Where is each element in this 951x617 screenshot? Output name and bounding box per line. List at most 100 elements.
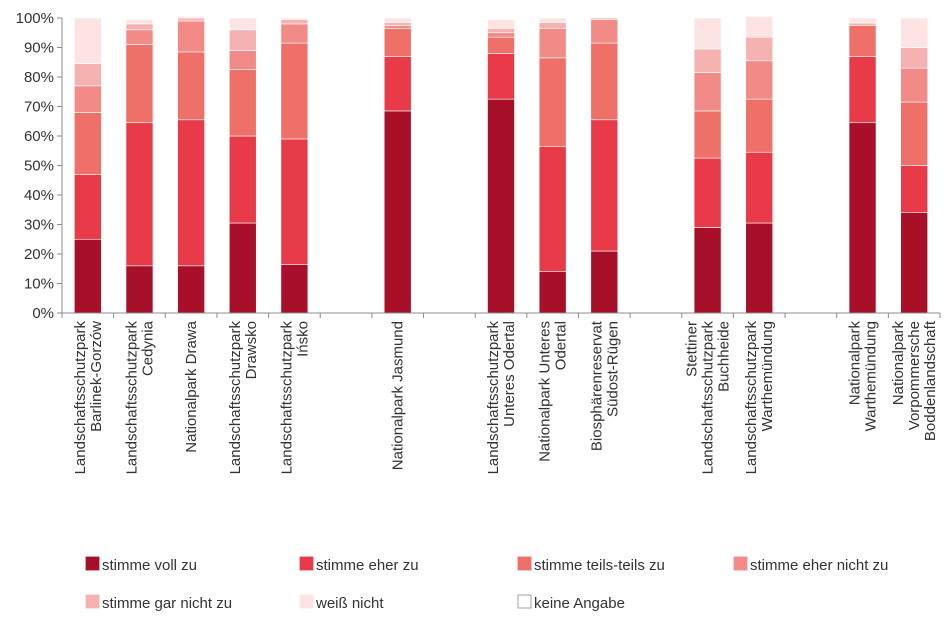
category-label: Vorpommersche bbox=[906, 321, 923, 430]
bar-segment bbox=[693, 72, 722, 112]
bar-segment bbox=[693, 110, 722, 159]
category-label: Boddenlandschaft bbox=[922, 320, 939, 441]
bar-segment bbox=[538, 57, 567, 147]
y-tick-label: 30% bbox=[24, 217, 54, 234]
category-label: Landschaftsschutzpark bbox=[72, 321, 89, 475]
bar-segment bbox=[693, 48, 722, 73]
bar-group bbox=[74, 17, 102, 314]
bar-segment bbox=[228, 135, 257, 224]
legend-label: stimme teils-teils zu bbox=[534, 557, 665, 574]
category-label: Landschaftsschutzpark bbox=[743, 321, 760, 475]
bar-segment bbox=[590, 250, 619, 314]
y-tick-label: 0% bbox=[32, 305, 54, 322]
bar-segment bbox=[900, 67, 928, 103]
bar-segment bbox=[848, 25, 877, 57]
category-label: Nationalpark Unteres bbox=[537, 321, 554, 462]
bar-segment bbox=[177, 265, 205, 314]
bar-segment bbox=[693, 157, 722, 228]
category-label: Warthemündung bbox=[759, 321, 776, 431]
legend-item: stimme gar nicht zu bbox=[85, 594, 232, 612]
legend-item: weiß nicht bbox=[299, 594, 384, 612]
category-label: Landschaftsschutzpark bbox=[123, 321, 140, 475]
bar-segment bbox=[487, 17, 515, 20]
category-label: Warthemündung bbox=[863, 321, 880, 431]
y-tick-label: 20% bbox=[24, 246, 54, 263]
y-tick-label: 90% bbox=[24, 40, 54, 57]
bar-segment bbox=[538, 271, 567, 314]
bar-segment bbox=[177, 17, 205, 22]
bar-segment bbox=[487, 32, 515, 38]
bar-segment bbox=[900, 101, 928, 166]
category-label: Barlinek-Gorzów bbox=[88, 321, 105, 432]
legend-label: stimme gar nicht zu bbox=[102, 595, 232, 612]
category-label: Ińsko bbox=[294, 321, 311, 357]
legend-label: keine Angabe bbox=[534, 595, 625, 612]
axes: 0% 10% 20% 30% 40% 50% 60% 70% 80% 90% 100% bbox=[16, 10, 941, 322]
bar-segment bbox=[280, 42, 309, 140]
bar-segment bbox=[177, 119, 205, 267]
category-label: Nationalpark bbox=[847, 321, 864, 406]
legend-item: stimme eher zu bbox=[299, 556, 419, 574]
bar-segment bbox=[745, 98, 774, 153]
bar-segment bbox=[538, 146, 567, 272]
bar-segment bbox=[590, 19, 619, 44]
bar-segment bbox=[280, 264, 309, 314]
bar-segment bbox=[125, 19, 154, 25]
category-label: Unteres Odertal bbox=[501, 321, 518, 427]
bar-segment bbox=[125, 44, 154, 124]
bar-group bbox=[177, 16, 205, 314]
bar-segment bbox=[745, 222, 774, 314]
bar-segment bbox=[74, 238, 102, 314]
category-label: Drawsko bbox=[243, 321, 260, 379]
bar-segment bbox=[125, 23, 154, 31]
category-label: Südost-Rügen bbox=[604, 321, 621, 417]
bar-segment bbox=[280, 138, 309, 265]
bar-segment bbox=[693, 17, 722, 50]
bar-segment bbox=[590, 42, 619, 121]
bar-segment bbox=[383, 56, 412, 112]
bar-segment bbox=[487, 36, 515, 54]
bar-segment bbox=[848, 122, 877, 314]
y-tick-label: 50% bbox=[24, 158, 54, 175]
legend-swatch bbox=[299, 556, 314, 571]
bar-segment bbox=[900, 17, 928, 48]
y-tick-label: 40% bbox=[24, 187, 54, 204]
y-tick-label: 10% bbox=[24, 276, 54, 293]
category-label: Cedynia bbox=[139, 320, 156, 376]
bar-segment bbox=[74, 85, 102, 113]
legend-item: stimme voll zu bbox=[85, 556, 197, 574]
category-label: Landschaftsschutzpark bbox=[485, 321, 502, 475]
legend-swatch bbox=[299, 594, 314, 609]
category-label: Nationalpark Jasmund bbox=[390, 321, 407, 470]
y-tick-label: 100% bbox=[16, 10, 54, 27]
bar-segment bbox=[125, 17, 154, 20]
y-tick-label: 80% bbox=[24, 69, 54, 86]
category-label: Nationalpark bbox=[890, 321, 907, 406]
bar-segment bbox=[280, 17, 309, 20]
bar-segment bbox=[693, 227, 722, 314]
bar-segment bbox=[74, 112, 102, 175]
bar-group bbox=[848, 17, 877, 314]
bar-segment bbox=[900, 212, 928, 314]
category-label: Landschaftsschutzpark bbox=[278, 321, 295, 475]
bar-segment bbox=[228, 50, 257, 70]
y-tick-label: 70% bbox=[24, 99, 54, 116]
category-label: Nationalpark Drawa bbox=[183, 320, 200, 452]
legend-swatch bbox=[517, 556, 532, 571]
legend-swatch bbox=[517, 594, 532, 609]
bars bbox=[74, 16, 928, 314]
bar-segment bbox=[177, 20, 205, 53]
bar-segment bbox=[900, 47, 928, 69]
legend-item: stimme teils-teils zu bbox=[517, 556, 665, 574]
bar-segment bbox=[228, 222, 257, 314]
bar-segment bbox=[125, 29, 154, 45]
legend-swatch bbox=[733, 556, 748, 571]
legend-label: stimme voll zu bbox=[102, 557, 197, 574]
bar-group bbox=[125, 17, 154, 314]
bar-segment bbox=[538, 28, 567, 59]
bar-group bbox=[693, 17, 722, 314]
bar-segment bbox=[177, 51, 205, 121]
bar-segment bbox=[487, 98, 515, 314]
bar-group bbox=[590, 17, 619, 314]
bar-segment bbox=[383, 22, 412, 26]
